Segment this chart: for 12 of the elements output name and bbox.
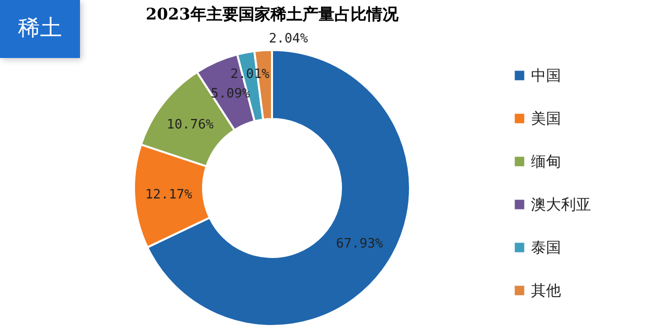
chart-title: 2023年主要国家稀土产量占比情况	[146, 4, 400, 24]
data-label: 12.17%	[145, 187, 192, 202]
legend-label: 澳大利亚	[531, 196, 591, 214]
text: 稀土	[0, 0, 80, 58]
legend-label: 缅甸	[531, 152, 561, 170]
data-label: 2.04%	[268, 31, 308, 46]
legend-label: 泰国	[531, 238, 561, 256]
legend-label: 中国	[531, 66, 561, 84]
data-label: 67.93%	[336, 236, 384, 252]
legend-label: 其他	[531, 282, 561, 300]
data-label: 10.76%	[166, 118, 214, 133]
legend-label: 美国	[531, 110, 561, 128]
